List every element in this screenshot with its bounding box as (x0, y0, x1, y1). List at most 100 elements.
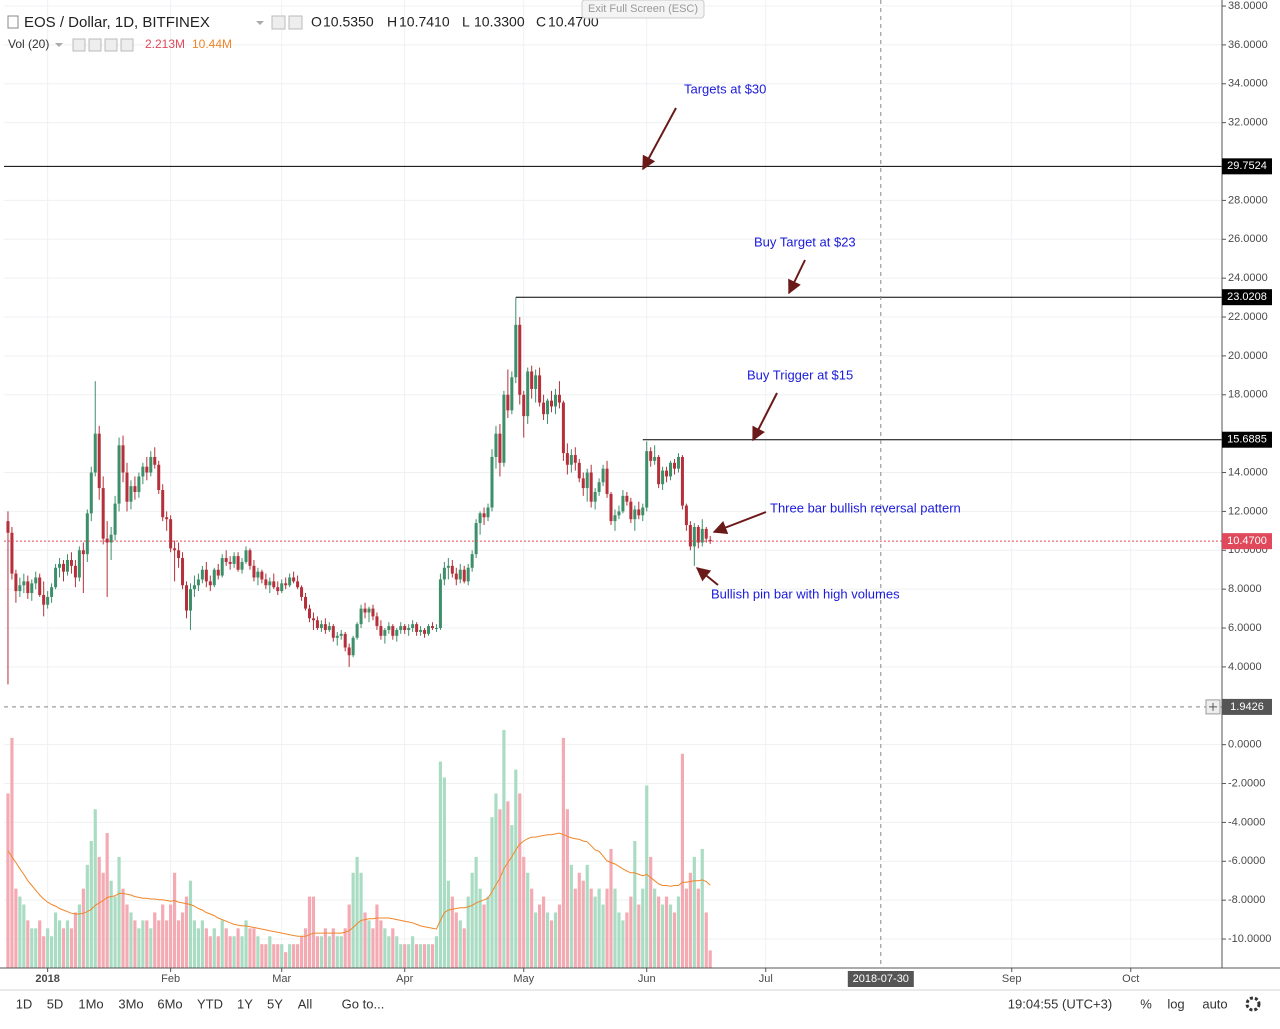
volume-bar (248, 928, 252, 968)
chart-title: EOS / Dollar, 1D, BITFINEX (24, 14, 210, 31)
candle-body (617, 511, 621, 516)
icon[interactable] (120, 38, 134, 52)
candle-body (470, 554, 474, 568)
candle-body (260, 571, 264, 580)
candle-body (327, 626, 331, 630)
level-label-box (1222, 158, 1272, 175)
volume-bar (613, 888, 617, 968)
volume-bar (649, 856, 653, 968)
x-tick-label: Jun (638, 973, 656, 985)
range-button[interactable]: 1Y (237, 996, 253, 1011)
overlay: Targets at $30 Buy Target at $23 Buy Trigg… (4, 0, 1222, 968)
candle-body (585, 472, 589, 489)
plus-icon[interactable] (1209, 702, 1217, 711)
volume-bar (617, 912, 621, 968)
candle-body (557, 394, 561, 403)
candle-body (26, 581, 30, 594)
volume-bar (303, 928, 308, 968)
range-button[interactable]: All (298, 996, 313, 1011)
y-tick-label: -10.0000 (1228, 933, 1271, 945)
exit-fullscreen-label[interactable]: Exit Full Screen (ESC) (588, 3, 698, 15)
volume-bar (545, 912, 550, 968)
icon[interactable] (271, 15, 286, 30)
candle-body (486, 507, 490, 518)
candle-body (446, 565, 450, 568)
volume-bar (323, 928, 327, 968)
icon[interactable] (288, 15, 303, 30)
volume-bar (363, 912, 367, 968)
candle-body (490, 456, 494, 508)
legend-key: L (462, 14, 470, 30)
volume-bar (280, 944, 284, 968)
candle-body (482, 513, 486, 518)
candle-body (526, 371, 530, 417)
level-label: 23.0208 (1227, 291, 1267, 303)
volume-bar (204, 928, 208, 968)
range-button[interactable]: YTD (197, 996, 223, 1011)
range-button[interactable]: 6Mo (157, 996, 182, 1011)
volume-bar (97, 856, 101, 968)
goto-button[interactable]: Go to... (342, 996, 385, 1011)
percent-button[interactable]: % (1140, 996, 1152, 1011)
auto-button[interactable]: auto (1202, 996, 1227, 1011)
volume-bar (498, 809, 502, 968)
candle-body (502, 394, 506, 463)
candle-body (625, 495, 629, 502)
icon[interactable] (104, 38, 118, 52)
volume-bar (6, 793, 10, 968)
range-button[interactable]: 5D (47, 996, 64, 1011)
icon[interactable] (72, 38, 86, 52)
candle-body (692, 526, 696, 547)
volume-bar (442, 777, 446, 968)
candle-body (161, 490, 165, 518)
range-button[interactable]: 1D (16, 996, 33, 1011)
candle-body (415, 624, 419, 632)
volume-bar (42, 936, 46, 968)
annotation: Buy Target at $23 (754, 234, 856, 249)
candle-body (653, 456, 657, 461)
candle-body (256, 571, 260, 578)
candle-body (510, 377, 514, 411)
volume-bar (609, 848, 613, 968)
dropdown-icon[interactable] (256, 21, 264, 25)
candle-body (371, 608, 375, 617)
level-label-box (1222, 431, 1272, 448)
range-button[interactable]: 1Mo (78, 996, 103, 1011)
legend-value: 10.3300 (474, 14, 525, 30)
candle-body (268, 581, 272, 586)
dropdown-icon[interactable] (55, 43, 63, 47)
candle-body (518, 324, 522, 395)
volume-bar (672, 912, 677, 968)
range-button[interactable]: 3Mo (118, 996, 143, 1011)
candle-body (621, 495, 625, 512)
icon[interactable] (88, 38, 102, 52)
log-button[interactable]: log (1167, 996, 1184, 1011)
candle-body (462, 569, 466, 582)
clock: 19:04:55 (UTC+3) (1008, 996, 1112, 1011)
x-tick-label: Mar (272, 973, 291, 985)
settings-button[interactable] (1245, 996, 1261, 1012)
icon[interactable] (7, 15, 19, 29)
volume-bar (629, 896, 633, 968)
volume-bar (692, 856, 696, 968)
y-tick-label: -8.0000 (1228, 894, 1265, 906)
candle-body (232, 556, 236, 564)
volume-bar (335, 936, 339, 968)
candle-body (311, 618, 315, 621)
volume-bar (288, 944, 292, 968)
volume-bar (61, 928, 66, 968)
candle-body (296, 581, 300, 588)
y-tick-label: 18.0000 (1228, 389, 1268, 401)
volume-bar (680, 753, 685, 968)
candle-body (101, 488, 105, 539)
volume-bar (50, 936, 54, 968)
range-button[interactable]: 5Y (267, 996, 283, 1011)
candle-body (593, 491, 597, 502)
y-tick-label: 38.0000 (1228, 0, 1268, 12)
candle-body (546, 400, 550, 415)
candle-body (117, 445, 121, 504)
exit-fullscreen-button[interactable] (581, 0, 705, 19)
level-label: 29.7524 (1227, 160, 1267, 172)
last-price-label: 10.4700 (1227, 535, 1267, 547)
volume-bar (593, 896, 597, 968)
